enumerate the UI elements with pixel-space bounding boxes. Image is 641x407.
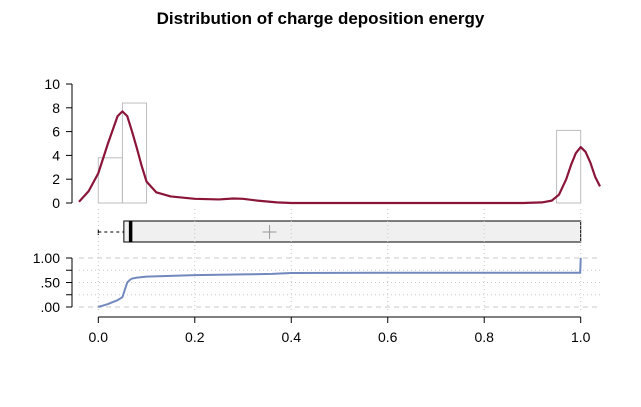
histogram-y-tick-label: 8 xyxy=(52,100,60,116)
boxplot-box xyxy=(123,220,582,243)
x-axis-tick-label: 1.0 xyxy=(571,329,591,345)
histogram-y-tick-label: 10 xyxy=(44,76,60,92)
density-curve xyxy=(78,110,601,205)
x-axis: 0.0 0.2 0.4 0.6 0.8 1.0 xyxy=(89,316,591,345)
x-axis-tick-label: 0.8 xyxy=(474,329,494,345)
histogram-y-tick-label: 2 xyxy=(52,171,60,187)
ecdf-y-tick-label: .00 xyxy=(41,299,61,315)
ecdf-curve xyxy=(98,257,582,308)
histogram-bar xyxy=(121,102,148,204)
x-axis-tick-label: 0.4 xyxy=(282,329,302,345)
x-axis-tick-label: 0.2 xyxy=(185,329,205,345)
histogram-panel: 0 2 4 6 8 10 xyxy=(44,76,601,211)
ecdf-y-tick-label: .50 xyxy=(41,275,61,291)
boxplot-panel xyxy=(97,220,582,243)
x-axis-tick-label: 0.0 xyxy=(89,329,109,345)
ecdf-y-tick-label: 1.00 xyxy=(33,250,60,266)
histogram-y-tick-label: 0 xyxy=(52,195,60,211)
ecdf-panel: .00 .50 1.00 xyxy=(33,209,600,315)
x-axis-tick-label: 0.6 xyxy=(378,329,398,345)
histogram-bar xyxy=(556,129,582,204)
histogram-y-tick-label: 4 xyxy=(52,147,60,163)
histogram-y-tick-label: 6 xyxy=(52,124,60,140)
chart-title: Distribution of charge deposition energy xyxy=(156,9,485,28)
